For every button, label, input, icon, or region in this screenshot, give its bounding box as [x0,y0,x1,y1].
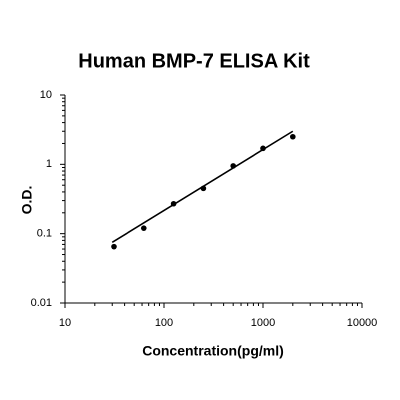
data-point [290,133,296,140]
y-axis-label: O.D. [19,186,35,215]
data-point [140,225,147,231]
y-tick-label: 10 [40,89,52,101]
y-tick-label: 0.1 [37,228,52,240]
x-tick-label: 100 [155,317,173,329]
y-tick-label: 0.01 [31,297,52,309]
data-point [111,243,117,250]
x-axis-label: Concentration(pg/ml) [142,343,284,359]
y-tick-label: 1 [46,158,52,170]
chart-title: Human BMP-7 ELISA Kit [78,50,310,72]
fit-line [111,130,294,244]
x-tick-label: 10000 [347,317,378,329]
x-tick-label: 10 [59,317,71,329]
x-tick-label: 1000 [251,317,275,329]
